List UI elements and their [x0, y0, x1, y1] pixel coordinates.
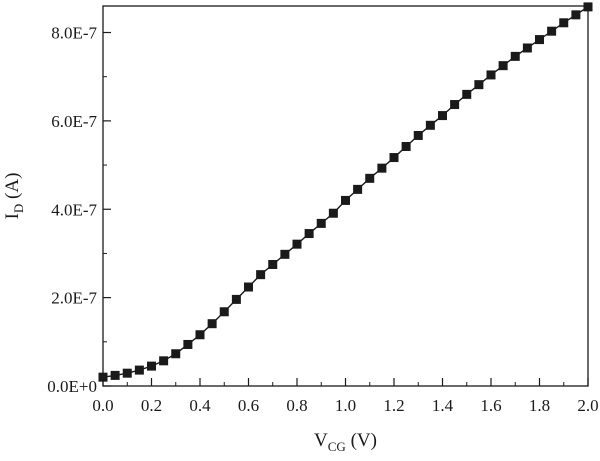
- x-tick-label: 1.4: [432, 396, 454, 415]
- data-point-marker: [171, 349, 181, 359]
- data-point-marker: [571, 10, 581, 20]
- data-point-marker: [328, 208, 338, 218]
- y-axis-title-unit: (A): [2, 173, 23, 204]
- data-point-marker: [316, 218, 326, 228]
- series-layer: [98, 2, 593, 382]
- data-point-marker: [413, 130, 423, 140]
- data-point-marker: [195, 330, 205, 340]
- data-point-marker: [498, 61, 508, 71]
- data-point-marker: [122, 368, 132, 378]
- data-point-marker: [559, 18, 569, 28]
- y-tick-label: 8.0E-7: [51, 24, 97, 43]
- data-point-marker: [353, 184, 363, 194]
- data-point-marker: [304, 229, 314, 239]
- data-point-marker: [583, 2, 593, 12]
- x-tick-label: 0.8: [286, 396, 307, 415]
- data-point-marker: [462, 89, 472, 99]
- y-axis-title: ID (A): [2, 173, 26, 220]
- data-point-marker: [425, 120, 435, 130]
- data-point-marker: [438, 111, 447, 121]
- data-point-marker: [219, 307, 229, 317]
- data-point-marker: [231, 294, 241, 304]
- data-point-marker: [522, 43, 532, 53]
- data-point-marker: [389, 153, 399, 163]
- data-point-marker: [341, 195, 350, 205]
- data-point-marker: [183, 339, 193, 349]
- data-point-marker: [547, 26, 557, 36]
- data-point-marker: [159, 356, 169, 366]
- x-axis-title-sub: CG: [328, 439, 346, 454]
- data-point-marker: [365, 173, 375, 183]
- y-tick-label: 2.0E-7: [51, 289, 97, 308]
- y-tick-label: 0.0E+0: [47, 377, 97, 396]
- data-point-marker: [510, 51, 520, 61]
- x-tick-label: 1.6: [480, 396, 501, 415]
- x-tick-label: 1.8: [529, 396, 550, 415]
- x-tick-label: 1.0: [335, 396, 356, 415]
- data-point-marker: [110, 370, 120, 380]
- data-point-marker: [268, 259, 278, 269]
- x-tick-label: 0.2: [141, 396, 162, 415]
- data-point-marker: [377, 163, 387, 173]
- data-point-marker: [244, 282, 253, 292]
- data-point-marker: [134, 365, 144, 375]
- data-point-marker: [207, 319, 217, 329]
- x-tick-label: 2.0: [577, 396, 598, 415]
- data-point-marker: [401, 142, 411, 152]
- x-axis-title: VCG (V): [314, 430, 377, 454]
- y-tick-label: 4.0E-7: [51, 200, 97, 219]
- series-line: [102, 6, 589, 378]
- x-axis-title-main: V: [314, 430, 328, 451]
- data-point-marker: [292, 239, 302, 249]
- data-point-marker: [98, 372, 108, 382]
- data-point-marker: [486, 70, 496, 80]
- data-point-marker: [147, 361, 156, 371]
- data-point-marker: [280, 249, 290, 259]
- x-axis: 0.0 0.2 0.4 0.6 0.8 1.0 1.2 1.4 1.6 1.8 2.0: [92, 378, 599, 415]
- x-tick-label: 0.0: [92, 396, 113, 415]
- x-axis-title-unit: (V): [346, 430, 377, 451]
- x-tick-label: 1.2: [383, 396, 404, 415]
- y-axis: 0.0E+0 2.0E-7 4.0E-7 6.0E-7 8.0E-7: [47, 24, 111, 396]
- y-tick-label: 6.0E-7: [51, 112, 97, 131]
- x-tick-label: 0.4: [189, 396, 211, 415]
- y-axis-title-main: I: [2, 213, 23, 219]
- y-axis-title-sub: D: [11, 204, 26, 213]
- data-point-marker: [474, 80, 484, 90]
- x-tick-label: 0.6: [238, 396, 259, 415]
- data-point-marker: [535, 35, 544, 45]
- data-point-marker: [450, 100, 460, 110]
- data-point-marker: [256, 270, 266, 280]
